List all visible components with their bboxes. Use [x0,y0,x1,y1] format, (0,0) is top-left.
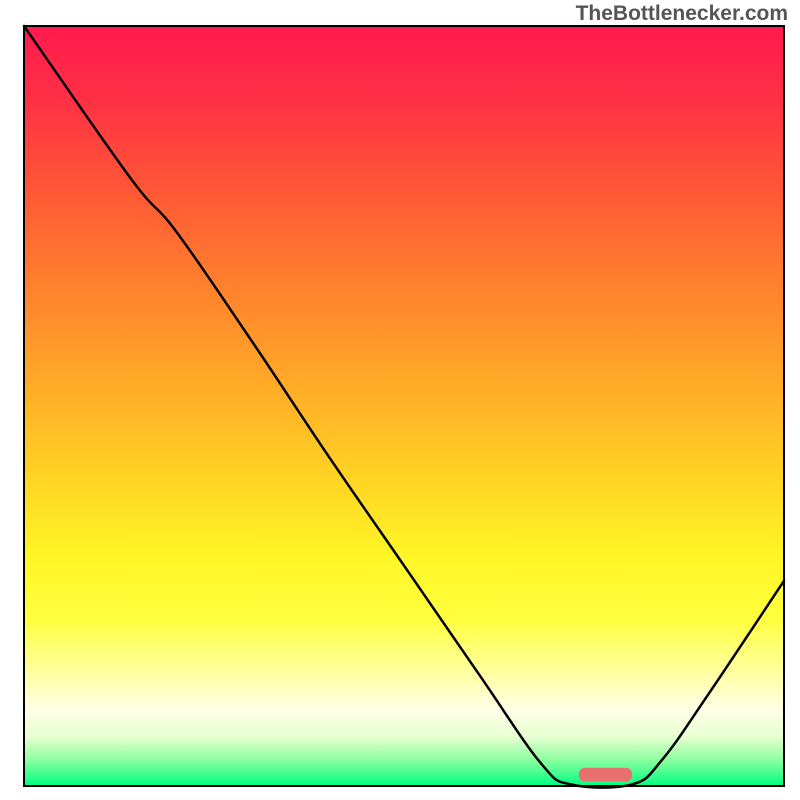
watermark-text: TheBottlenecker.com [576,2,788,26]
chart-svg [0,0,800,800]
optimal-range-marker [579,768,632,782]
chart-background [24,26,784,786]
bottleneck-chart [0,0,800,800]
